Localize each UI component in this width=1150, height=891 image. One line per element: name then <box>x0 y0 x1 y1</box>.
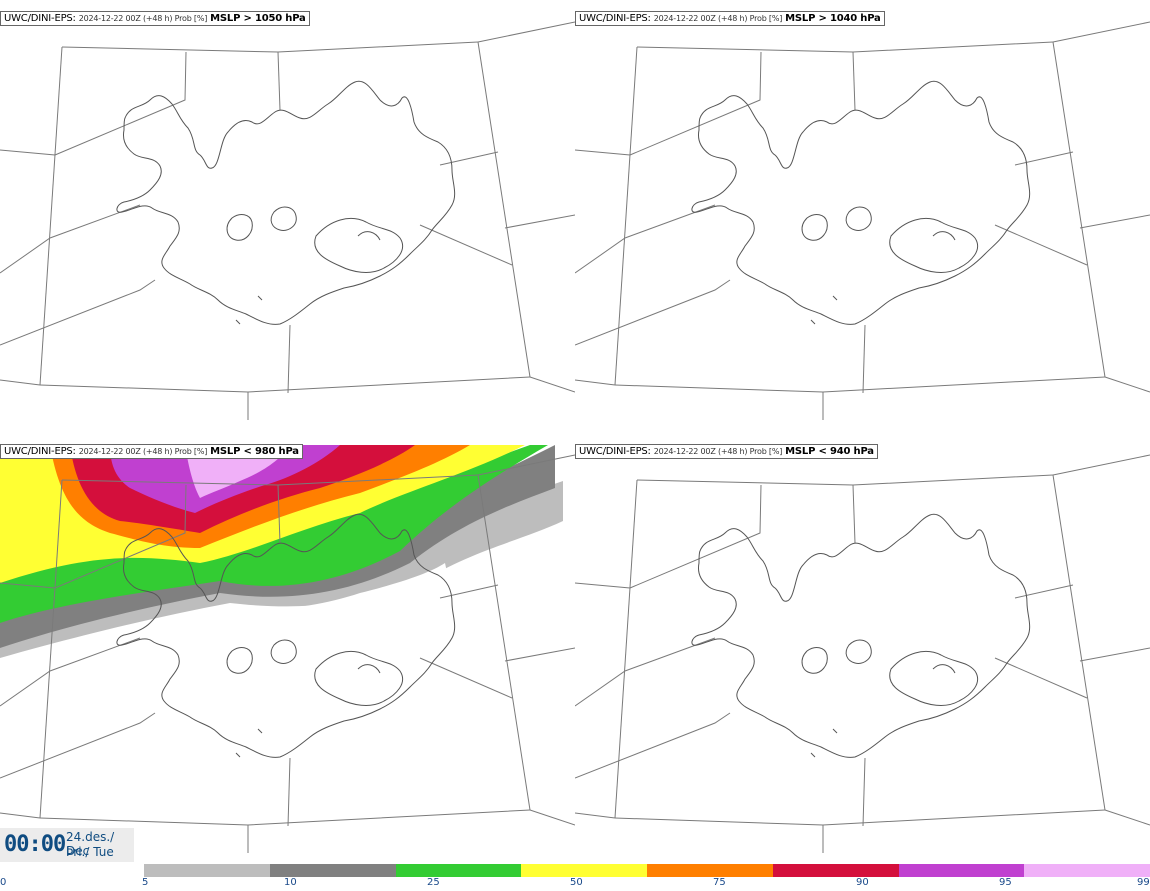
forecast-weekday: Þri./ Tue <box>66 845 114 859</box>
panel-title: UWC/DINI-EPS: 2024-12-22 00Z (+48 h) Pro… <box>0 444 303 459</box>
forecast-date: 24.des./ Dec <box>66 830 115 858</box>
legend-color-bar <box>144 864 1150 877</box>
legend-swatch-4 <box>647 864 773 877</box>
legend-label: 50 <box>570 877 583 888</box>
probability-legend: 0 5 10 25 50 75 90 95 99 <box>0 862 1150 891</box>
legend-swatch-1 <box>269 864 396 877</box>
legend-swatch-2 <box>395 864 522 877</box>
map-panel-3: UWC/DINI-EPS: 2024-12-22 00Z (+48 h) Pro… <box>0 433 575 866</box>
panel-title: UWC/DINI-EPS: 2024-12-22 00Z (+48 h) Pro… <box>0 11 310 26</box>
legend-label: 75 <box>713 877 726 888</box>
forecast-time: 00:00 <box>4 832 66 857</box>
map-panel-4: UWC/DINI-EPS: 2024-12-22 00Z (+48 h) Pro… <box>575 433 1150 866</box>
map-panel-1: UWC/DINI-EPS: 2024-12-22 00Z (+48 h) Pro… <box>0 0 575 433</box>
legend-swatch-3 <box>521 864 647 877</box>
map-iceland <box>0 21 575 421</box>
legend-swatch-7 <box>1024 864 1150 877</box>
legend-label: 90 <box>856 877 869 888</box>
forecast-time-box: 00:00 24.des./ Dec Þri./ Tue <box>0 828 134 862</box>
legend-swatch-6 <box>898 864 1025 877</box>
legend-swatch-5 <box>772 864 899 877</box>
panel-title: UWC/DINI-EPS: 2024-12-22 00Z (+48 h) Pro… <box>575 11 885 26</box>
prob-band-10 <box>0 445 555 648</box>
legend-label: 99 <box>1137 877 1150 888</box>
legend-label: 25 <box>427 877 440 888</box>
panel-title: UWC/DINI-EPS: 2024-12-22 00Z (+48 h) Pro… <box>575 444 878 459</box>
probability-field <box>0 445 563 763</box>
map-iceland-probability <box>0 445 575 854</box>
map-iceland <box>575 21 1150 421</box>
legend-label: 0 <box>0 877 7 888</box>
legend-label: 10 <box>284 877 297 888</box>
legend-label: 5 <box>142 877 149 888</box>
map-iceland <box>575 454 1150 854</box>
map-panel-2: UWC/DINI-EPS: 2024-12-22 00Z (+48 h) Pro… <box>575 0 1150 433</box>
legend-label: 95 <box>999 877 1012 888</box>
prob-band-5 <box>0 481 563 658</box>
legend-swatch-0 <box>144 864 270 877</box>
